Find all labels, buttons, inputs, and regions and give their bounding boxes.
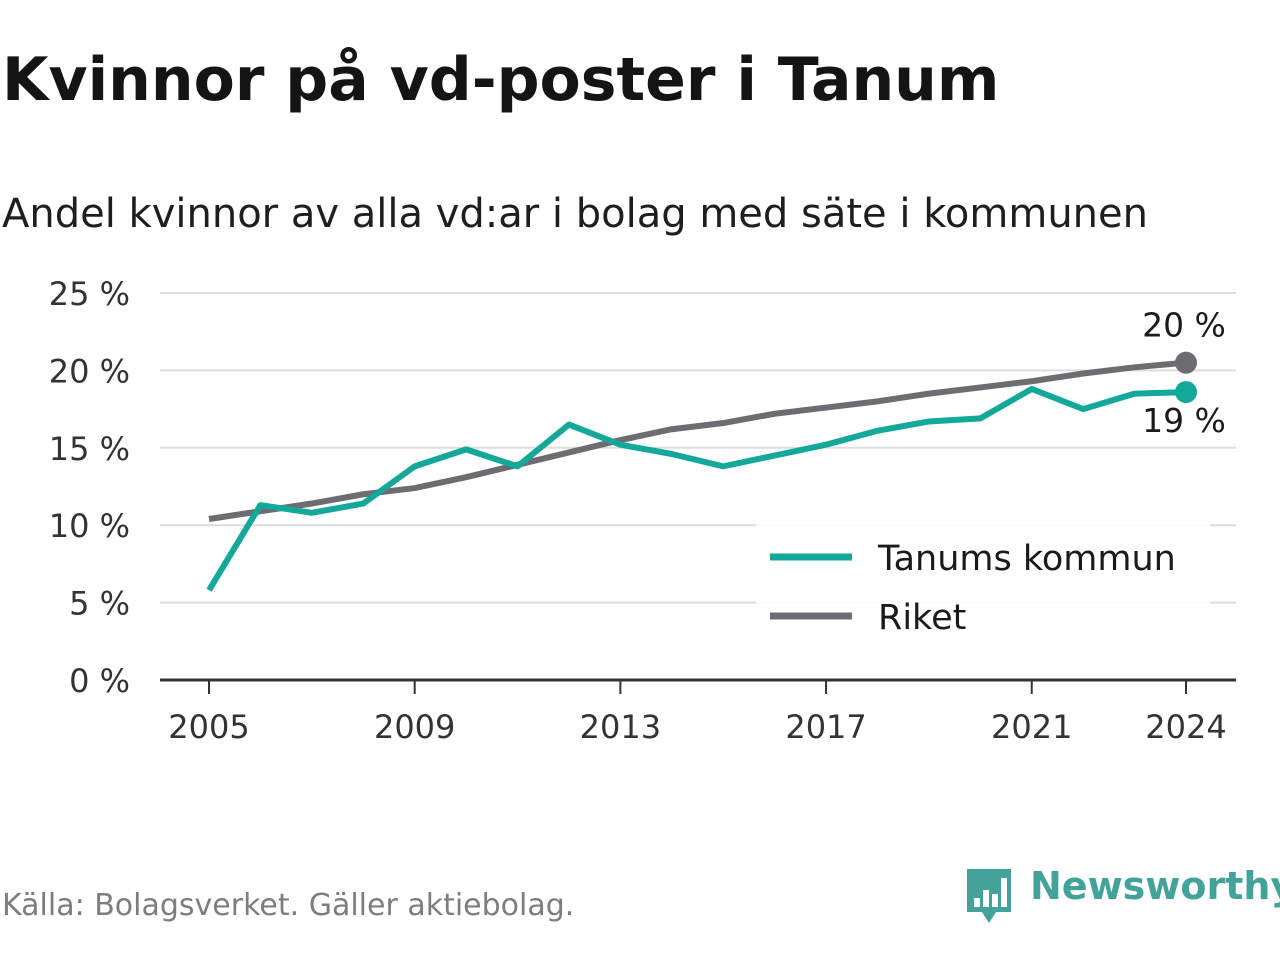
x-tick-label: 2009: [374, 708, 455, 746]
x-tick-label: 2017: [785, 708, 866, 746]
y-tick-label: 20 %: [49, 352, 130, 390]
y-tick-label: 15 %: [49, 430, 130, 468]
end-labels: 20 % 19 %: [1142, 306, 1226, 440]
x-tick-label: 2021: [991, 708, 1072, 746]
y-tick-label: 25 %: [49, 275, 130, 313]
bar-chart-speech-bubble-icon: [967, 869, 1011, 923]
y-tick-label: 0 %: [69, 662, 130, 700]
series-lines: [206, 359, 1187, 592]
legend: Tanums kommun Riket: [756, 524, 1210, 652]
y-axis-ticks: 0 % 5 % 10 % 15 % 20 % 25 %: [49, 275, 130, 700]
source-note: Källa: Bolagsverket. Gäller aktiebolag.: [2, 888, 575, 923]
chart-subtitle: Andel kvinnor av alla vd:ar i bolag med …: [2, 191, 1148, 237]
x-tick-label: 2024: [1145, 708, 1226, 746]
chart-title: Kvinnor på vd-poster i Tanum: [2, 45, 1000, 115]
legend-label: Riket: [878, 598, 966, 638]
brand-name: Newsworthy: [1030, 864, 1280, 908]
brand-logo-block: Newsworthy: [964, 864, 1280, 928]
end-point-marker: [1175, 351, 1197, 374]
x-axis-ticks: 2005 2009 2013 2017 2021 2024: [168, 680, 1227, 746]
series-line: [208, 359, 1187, 522]
x-tick-label: 2005: [168, 708, 249, 746]
end-point-marker: [1175, 381, 1197, 404]
y-tick-label: 10 %: [49, 507, 130, 545]
legend-background: [756, 524, 1210, 652]
x-tick-label: 2013: [580, 708, 661, 746]
y-tick-label: 5 %: [69, 585, 130, 623]
series-line: [206, 385, 1187, 592]
end-value-label: 20 %: [1142, 306, 1226, 345]
end-value-label: 19 %: [1142, 401, 1226, 440]
legend-label: Tanums kommun: [877, 539, 1176, 579]
